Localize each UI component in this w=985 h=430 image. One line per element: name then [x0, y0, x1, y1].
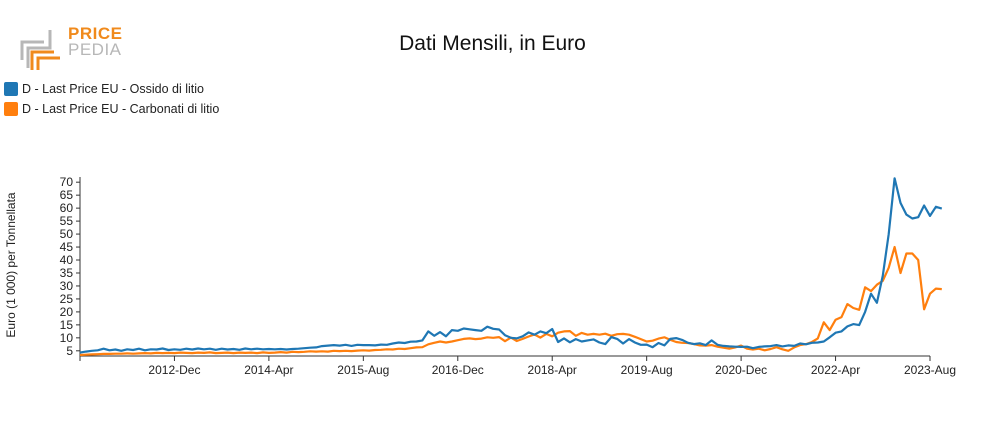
y-axis-label: Euro (1 000) per Tonnellata — [4, 192, 18, 338]
x-tick-label: 2014-Apr — [244, 363, 293, 377]
chart-series — [79, 177, 943, 357]
legend-item-ossido[interactable]: D - Last Price EU - Ossido di litio — [4, 79, 219, 99]
logo-wordmark: PRICE PEDIA — [68, 24, 123, 59]
legend-swatch-ossido — [4, 82, 18, 96]
y-tick-label: 35 — [60, 266, 74, 280]
y-tick-label: 15 — [60, 318, 74, 332]
chart-title: Dati Mensili, in Euro — [399, 32, 586, 55]
logo-text-pedia: PEDIA — [68, 40, 122, 59]
x-tick-label: 2012-Dec — [148, 363, 200, 377]
x-tick-label: 2022-Apr — [811, 363, 860, 377]
x-tick-label: 2020-Dec — [715, 363, 767, 377]
chart-legend: D - Last Price EU - Ossido di litio D - … — [4, 79, 219, 119]
x-tick-label: 2015-Aug — [337, 363, 389, 377]
x-tick-label: 2019-Aug — [621, 363, 673, 377]
y-tick-label: 70 — [60, 175, 74, 189]
y-tick-label: 10 — [60, 331, 74, 345]
legend-item-carbonati[interactable]: D - Last Price EU - Carbonati di litio — [4, 99, 219, 119]
y-tick-label: 5 — [66, 344, 73, 358]
series-line-ossido — [79, 177, 943, 354]
x-tick-label: 2016-Dec — [432, 363, 484, 377]
x-tick-label: 2018-Apr — [528, 363, 577, 377]
y-tick-label: 65 — [60, 188, 74, 202]
y-tick-label: 60 — [60, 201, 74, 215]
y-tick-label: 25 — [60, 292, 74, 306]
legend-swatch-carbonati — [4, 102, 18, 116]
logo-mark-icon — [20, 30, 60, 70]
legend-label-ossido: D - Last Price EU - Ossido di litio — [22, 82, 204, 96]
y-tick-label: 30 — [60, 279, 74, 293]
y-tick-label: 45 — [60, 240, 74, 254]
logo-text-price: PRICE — [68, 24, 123, 43]
pricepedia-logo: PRICE PEDIA — [18, 24, 128, 72]
x-tick-label: 2023-Aug — [904, 363, 956, 377]
legend-label-carbonati: D - Last Price EU - Carbonati di litio — [22, 102, 220, 116]
y-tick-label: 40 — [60, 253, 74, 267]
y-tick-label: 55 — [60, 214, 74, 228]
y-tick-label: 50 — [60, 227, 74, 241]
y-tick-label: 20 — [60, 305, 74, 319]
